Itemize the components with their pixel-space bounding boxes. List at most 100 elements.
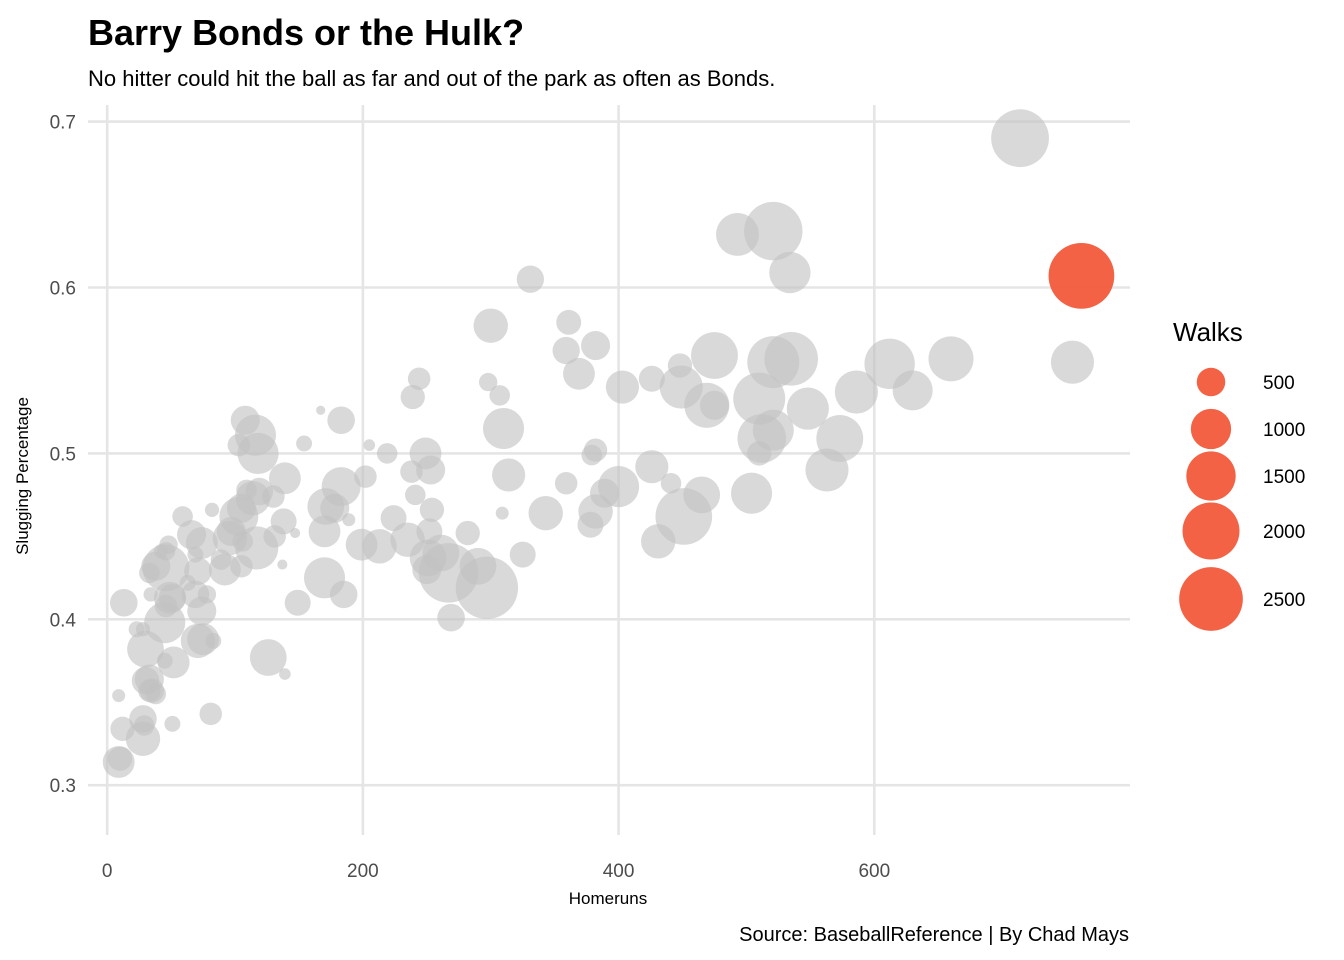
data-point [589, 478, 620, 508]
data-point [308, 515, 341, 548]
data-point [716, 212, 759, 256]
data-point [107, 746, 133, 771]
data-point [327, 406, 355, 435]
data-point [390, 522, 425, 557]
data-point [660, 472, 682, 494]
data-point [683, 476, 721, 514]
data-point [581, 331, 611, 361]
data-point [892, 370, 933, 411]
data-point [635, 450, 669, 484]
data-point [1050, 340, 1095, 384]
data-point [752, 409, 794, 451]
data-point [834, 370, 878, 414]
x-tick-label: 600 [858, 861, 890, 882]
data-point [156, 652, 173, 669]
legend-label: 1500 [1263, 467, 1305, 488]
data-point [731, 472, 773, 514]
data-point [354, 465, 377, 488]
y-tick-label: 0.7 [50, 113, 76, 134]
data-point [769, 251, 811, 294]
data-point [699, 390, 730, 420]
y-axis-ticks: 0.3 0.4 0.5 0.6 0.7 [50, 113, 77, 798]
data-point [230, 405, 260, 435]
data-point [279, 668, 291, 680]
data-point [342, 513, 356, 527]
data-point [316, 405, 326, 415]
data-point [459, 547, 497, 585]
data-point [528, 495, 563, 531]
data-point [232, 531, 253, 552]
legend-label: 2500 [1263, 590, 1305, 611]
y-tick-label: 0.5 [50, 444, 76, 465]
y-tick-label: 0.6 [50, 279, 76, 300]
y-tick-label: 0.4 [50, 610, 77, 631]
legend-key [1196, 367, 1226, 397]
data-point [205, 632, 222, 649]
x-axis-label: Homeruns [569, 889, 647, 908]
x-tick-label: 200 [347, 861, 379, 882]
data-point [405, 484, 426, 506]
data-point [145, 683, 167, 705]
data-point [199, 702, 222, 726]
legend-key [1182, 502, 1240, 560]
data-point [554, 472, 578, 495]
data-point [400, 460, 423, 483]
legend-title: Walks [1173, 317, 1243, 347]
data-point [455, 520, 480, 546]
data-point [473, 308, 508, 343]
data-point [552, 336, 580, 365]
data-point [747, 441, 772, 466]
x-axis-ticks: 0 200 400 600 [102, 861, 890, 882]
chart-subtitle: No hitter could hit the ball as far and … [88, 66, 775, 91]
data-point [805, 448, 849, 492]
data-point [605, 370, 639, 404]
highlight-point [1048, 243, 1115, 309]
data-point [691, 332, 738, 379]
data-point [577, 511, 604, 538]
data-point [112, 689, 126, 703]
data-point [179, 574, 196, 591]
data-point [110, 588, 138, 617]
data-point [416, 518, 443, 545]
legend-key [1186, 451, 1236, 501]
data-point [284, 589, 311, 616]
chart-title: Barry Bonds or the Hulk? [88, 12, 524, 53]
data-point [380, 505, 407, 532]
legend-label: 1000 [1263, 420, 1305, 441]
data-point [262, 485, 285, 508]
data-point [556, 309, 582, 335]
data-point [127, 630, 164, 668]
data-point [641, 524, 676, 559]
data-point [482, 407, 525, 450]
data-point [139, 562, 160, 584]
data-point [296, 435, 313, 452]
legend-label: 2000 [1263, 522, 1305, 543]
x-tick-label: 400 [603, 861, 635, 882]
data-point [516, 265, 545, 293]
data-point [290, 528, 301, 539]
data-point [227, 433, 251, 457]
data-point [210, 549, 232, 570]
data-point [110, 716, 135, 741]
data-point [667, 353, 693, 378]
data-point [164, 715, 181, 732]
data-point [581, 444, 603, 466]
data-point [177, 520, 207, 550]
data-point [277, 559, 288, 570]
data-point [204, 502, 220, 517]
legend-key [1190, 408, 1232, 450]
data-point [419, 497, 445, 522]
data-point [143, 587, 158, 602]
data-point [786, 387, 829, 430]
data-points [102, 109, 1115, 778]
data-point [412, 555, 442, 585]
data-point [437, 603, 465, 632]
data-point [197, 585, 217, 604]
data-point [133, 715, 155, 736]
data-point [154, 594, 178, 618]
data-point [928, 336, 974, 382]
chart-caption: Source: BaseballReference | By Chad Mays [739, 924, 1129, 946]
data-point [495, 506, 509, 520]
data-point [345, 528, 378, 561]
